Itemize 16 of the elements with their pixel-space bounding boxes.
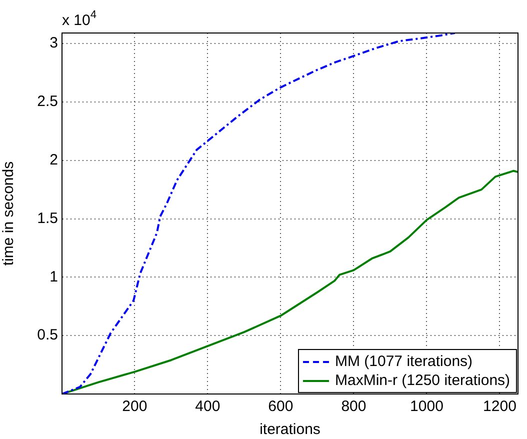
y-tick-label: 3 bbox=[50, 34, 58, 52]
y-tick-label: 2.5 bbox=[37, 93, 58, 110]
x-tick-label: 1000 bbox=[410, 398, 444, 416]
x-tick-label: 800 bbox=[341, 398, 366, 416]
y-tick-label: 1 bbox=[50, 268, 58, 286]
x-axis-title: iterations bbox=[260, 421, 320, 438]
legend-label: MaxMin-r (1250 iterations) bbox=[335, 371, 510, 390]
y-tick-label: 1.5 bbox=[37, 210, 58, 227]
x-tick-label: 400 bbox=[195, 398, 220, 416]
x-tick-label: 200 bbox=[122, 398, 148, 416]
y-tick-label: 2 bbox=[50, 151, 58, 168]
x-tick-label: 600 bbox=[268, 398, 294, 416]
x-tick-label: 1200 bbox=[483, 398, 516, 416]
legend-label: MM (1077 iterations) bbox=[335, 352, 473, 371]
y-tick-label: 0.5 bbox=[37, 326, 58, 344]
y-axis-title: time in seconds bbox=[0, 161, 18, 266]
